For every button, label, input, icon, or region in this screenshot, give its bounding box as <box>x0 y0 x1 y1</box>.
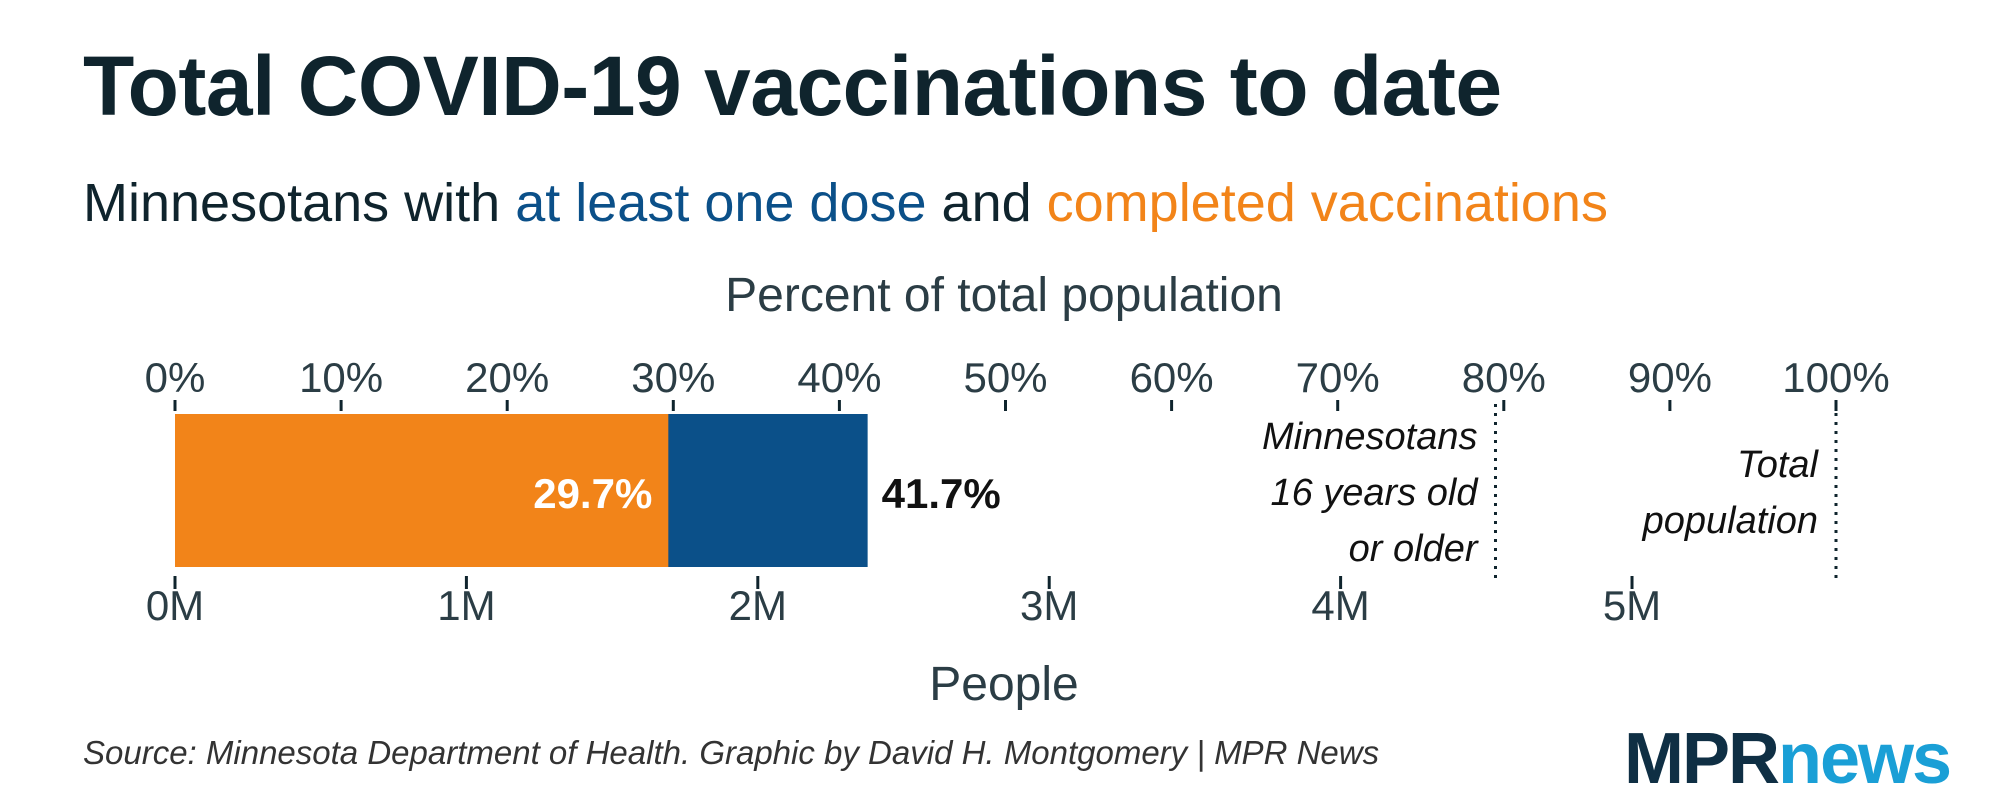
chart-title: Total COVID-19 vaccinations to date <box>83 39 1502 133</box>
reference-label: or older <box>1349 528 1479 570</box>
top-tick-label: 30% <box>631 354 715 401</box>
reference-label: Minnesotans <box>1262 416 1477 458</box>
top-tick-label: 50% <box>963 354 1047 401</box>
bottom-tick-label: 0M <box>146 582 204 629</box>
reference-label: 16 years old <box>1270 472 1479 514</box>
data-label-first-dose: 41.7% <box>882 470 1001 517</box>
vaccination-chart: Percent of total population 0% 10% 20% 30% 40… <box>145 269 1890 711</box>
top-tick-label: 70% <box>1296 354 1380 401</box>
bar-completed-vaccinations <box>175 414 669 567</box>
top-tick-label: 10% <box>299 354 383 401</box>
subtitle-middle: and <box>926 173 1047 233</box>
data-label-completed: 29.7% <box>533 470 652 517</box>
top-tick-label: 90% <box>1628 354 1712 401</box>
chart-subtitle: Minnesotans with at least one dose and c… <box>83 172 1608 234</box>
reference-label: Total <box>1737 444 1820 486</box>
mpr-news-logo: MPRnews <box>1624 718 1952 800</box>
top-tick-label: 40% <box>797 354 881 401</box>
bottom-tick-label: 3M <box>1020 582 1078 629</box>
reference-label: population <box>1642 500 1818 542</box>
subtitle-completed: completed vaccinations <box>1046 173 1608 233</box>
top-tick-label: 20% <box>465 354 549 401</box>
subtitle-first-dose: at least one dose <box>515 173 927 233</box>
top-axis-title: Percent of total population <box>725 269 1283 322</box>
source-note: Source: Minnesota Department of Health. … <box>83 734 1380 771</box>
top-tick-label: 80% <box>1462 354 1546 401</box>
logo-mpr: MPR <box>1624 719 1780 799</box>
bottom-tick-label: 5M <box>1603 582 1661 629</box>
top-tick-label: 0% <box>145 354 206 401</box>
logo-news: news <box>1778 719 1952 799</box>
bottom-tick-label: 4M <box>1311 582 1369 629</box>
subtitle-prefix: Minnesotans with <box>83 173 516 233</box>
top-tick-label: 60% <box>1130 354 1214 401</box>
bottom-tick-label: 1M <box>437 582 495 629</box>
bottom-tick-label: 2M <box>729 582 787 629</box>
top-tick-label: 100% <box>1782 354 1889 401</box>
bottom-axis-title: People <box>929 658 1078 711</box>
